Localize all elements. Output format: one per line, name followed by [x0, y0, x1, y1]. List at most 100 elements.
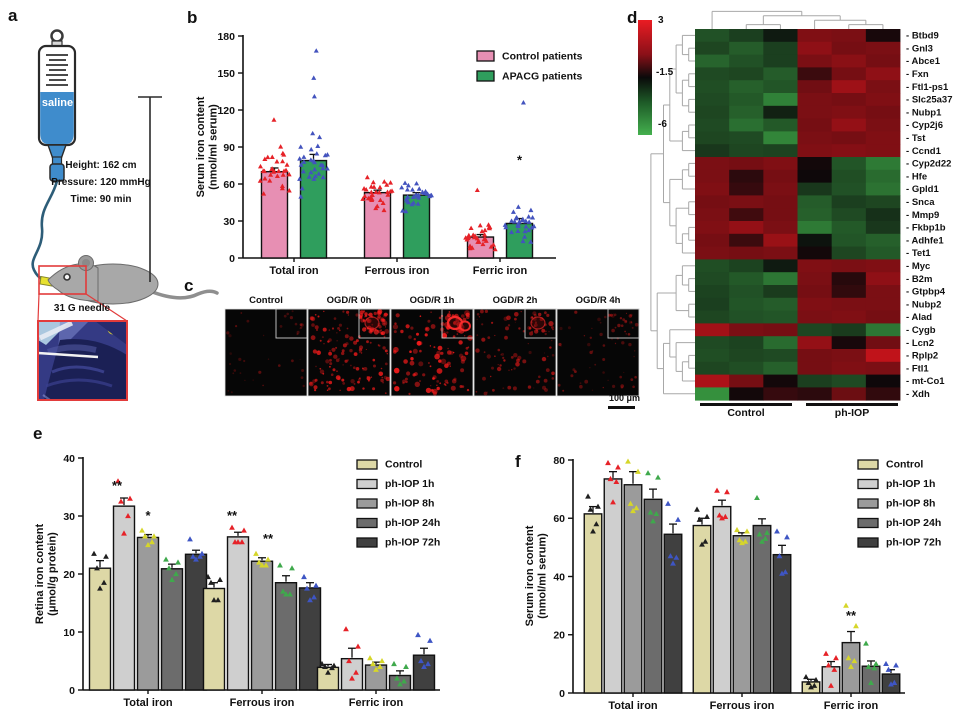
- cell-speck: [403, 359, 408, 364]
- scatter-point: [831, 666, 838, 672]
- scatter-point: [307, 597, 313, 603]
- scatter-point: [476, 239, 482, 244]
- scatter-point: [271, 117, 277, 122]
- scatter-point: [468, 225, 474, 231]
- cell-speck: [512, 386, 517, 391]
- cell-speck: [310, 316, 316, 322]
- cell-speck: [531, 331, 533, 333]
- y-tick-label: 80: [553, 455, 565, 467]
- heatmap-cell: [865, 310, 901, 324]
- scatter-point: [479, 228, 485, 234]
- heatmap-cell: [797, 285, 833, 299]
- scatter-point: [151, 533, 157, 539]
- scatter-point: [320, 174, 326, 180]
- scatter-point: [512, 219, 518, 224]
- cell-speck: [478, 316, 481, 318]
- micrograph-tile: [224, 308, 308, 397]
- scatter-point: [267, 178, 273, 183]
- cell-speck: [386, 353, 388, 355]
- scatter-point: [492, 246, 498, 252]
- cell-speck: [589, 336, 592, 339]
- gene-label: - Mmp9: [906, 210, 939, 221]
- heatmap-cell: [865, 144, 901, 158]
- cell-speck: [434, 353, 440, 360]
- heatmap-cell: [865, 182, 901, 196]
- cell-speck: [353, 366, 356, 370]
- cell-speck: [383, 322, 386, 325]
- heatmap-cell: [695, 233, 730, 247]
- heatmap-cell: [729, 374, 764, 388]
- scatter-point: [411, 200, 417, 205]
- cell-speck: [344, 359, 348, 363]
- scatter-point: [714, 487, 720, 493]
- cell-speck: [441, 333, 448, 339]
- cell-speck: [630, 321, 633, 324]
- micrograph-label-ogdr-2h: OGD/R 2h: [492, 295, 538, 306]
- scatter-point: [848, 663, 854, 669]
- heatmap-cell: [797, 336, 833, 350]
- scatter-point: [279, 183, 285, 188]
- cell-speck: [591, 327, 593, 329]
- legend-label: ph-IOP 72h: [886, 537, 941, 549]
- heatmap-cell: [831, 221, 867, 235]
- scatter-point: [474, 187, 480, 193]
- bar: [202, 587, 226, 691]
- scatter-point: [782, 569, 789, 575]
- cell-speck: [393, 381, 397, 385]
- cell-speck: [481, 337, 486, 342]
- cell-speck: [359, 377, 361, 380]
- bar: [364, 664, 388, 691]
- heatmap-cell: [831, 349, 867, 363]
- cell-speck: [326, 385, 329, 387]
- scatter-point: [488, 244, 494, 249]
- heatmap-cell: [763, 131, 798, 145]
- cell-speck: [631, 326, 634, 329]
- scatter-point: [139, 527, 145, 533]
- heatmap-cell: [865, 195, 901, 209]
- legend-label: ph-IOP 72h: [385, 537, 440, 549]
- gene-label: - Hfe: [906, 171, 927, 182]
- heatmap-cell: [695, 361, 730, 375]
- micrograph-tile: [307, 308, 391, 397]
- category-label: Ferric iron: [473, 265, 528, 277]
- scatter-point: [590, 528, 596, 534]
- cell-speck: [362, 367, 364, 370]
- cell-speck: [623, 371, 625, 373]
- cell-speck: [332, 368, 336, 372]
- cell-speck: [551, 371, 555, 376]
- cell-speck: [530, 316, 533, 320]
- cell-speck: [350, 364, 352, 367]
- cell-speck: [583, 335, 586, 337]
- heatmap-cell: [729, 67, 764, 81]
- heatmap-cell: [831, 336, 867, 350]
- panel-b-letter: b: [187, 8, 198, 27]
- heatmap-cell: [865, 374, 901, 388]
- cell-speck: [338, 358, 340, 360]
- cell-speck: [503, 359, 506, 362]
- scatter-point: [313, 48, 319, 53]
- scatter-point: [387, 188, 393, 194]
- heatmap-cell: [865, 29, 901, 43]
- significance-marker: *: [517, 153, 523, 168]
- heatmap-cell: [831, 208, 867, 222]
- gene-label: - Alad: [906, 312, 932, 323]
- cell-speck: [372, 358, 376, 362]
- heatmap-cell: [763, 349, 798, 363]
- cell-speck: [313, 385, 318, 390]
- heatmap-cell: [797, 297, 833, 311]
- bar: [112, 505, 136, 691]
- scatter-point: [843, 602, 849, 608]
- gene-label: - mt-Co1: [906, 376, 945, 387]
- scatter-point: [509, 229, 515, 235]
- cell-speck: [619, 317, 623, 320]
- scatter-point: [284, 162, 290, 167]
- heatmap-cell: [763, 336, 798, 350]
- cell-speck: [499, 364, 502, 367]
- cell-speck: [335, 375, 341, 380]
- cell-speck: [591, 350, 594, 352]
- cell-speck: [238, 357, 242, 361]
- legend-label: ph-IOP 8h: [886, 498, 935, 510]
- legend-swatch: [356, 517, 378, 529]
- height-label: Height: 162 cm: [65, 160, 137, 171]
- heatmap-cell: [695, 93, 730, 107]
